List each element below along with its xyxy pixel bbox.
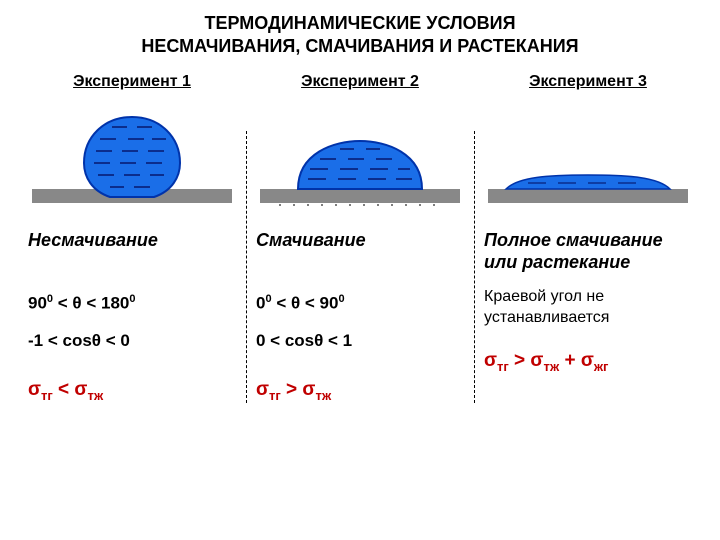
sigma-relation-2: σтг > σтж — [256, 379, 464, 403]
cos-range-2: 0 < cosθ < 1 — [256, 331, 464, 353]
no-angle-note: Краевой угол не устанавливается — [484, 287, 692, 329]
experiment-3-label: Эксперимент 3 — [484, 73, 692, 91]
phase-spreading: Полное смачивание или растекание — [484, 229, 692, 275]
angle-range-1: 900 < θ < 1800 — [28, 293, 236, 315]
drop-wetting-figure — [256, 105, 464, 215]
sigma-relation-3: σтг > σтж + σжг — [484, 350, 692, 374]
cos-range-1: -1 < cosθ < 0 — [28, 331, 236, 353]
sigma-relation-1: σтг < σтж — [28, 379, 236, 403]
angle-range-2: 00 < θ < 900 — [256, 293, 464, 315]
column-3: Эксперимент 3 Полное смачивание или раст… — [474, 73, 702, 403]
drop-spreading-figure — [484, 105, 692, 215]
experiment-2-label: Эксперимент 2 — [256, 73, 464, 91]
columns-container: Эксперимент 1 — [18, 73, 702, 403]
column-2: Эксперимент 2 — [246, 73, 474, 403]
phase-non-wetting: Несмачивание — [28, 229, 236, 275]
main-title: ТЕРМОДИНАМИЧЕСКИЕ УСЛОВИЯ НЕСМАЧИВАНИЯ, … — [18, 12, 702, 59]
drop-non-wetting-figure — [28, 105, 236, 215]
phase-wetting: Смачивание — [256, 229, 464, 275]
title-line-1: ТЕРМОДИНАМИЧЕСКИЕ УСЛОВИЯ — [204, 13, 515, 33]
title-line-2: НЕСМАЧИВАНИЯ, СМАЧИВАНИЯ И РАСТЕКАНИЯ — [141, 36, 578, 56]
column-1: Эксперимент 1 — [18, 73, 246, 403]
experiment-1-label: Эксперимент 1 — [28, 73, 236, 91]
